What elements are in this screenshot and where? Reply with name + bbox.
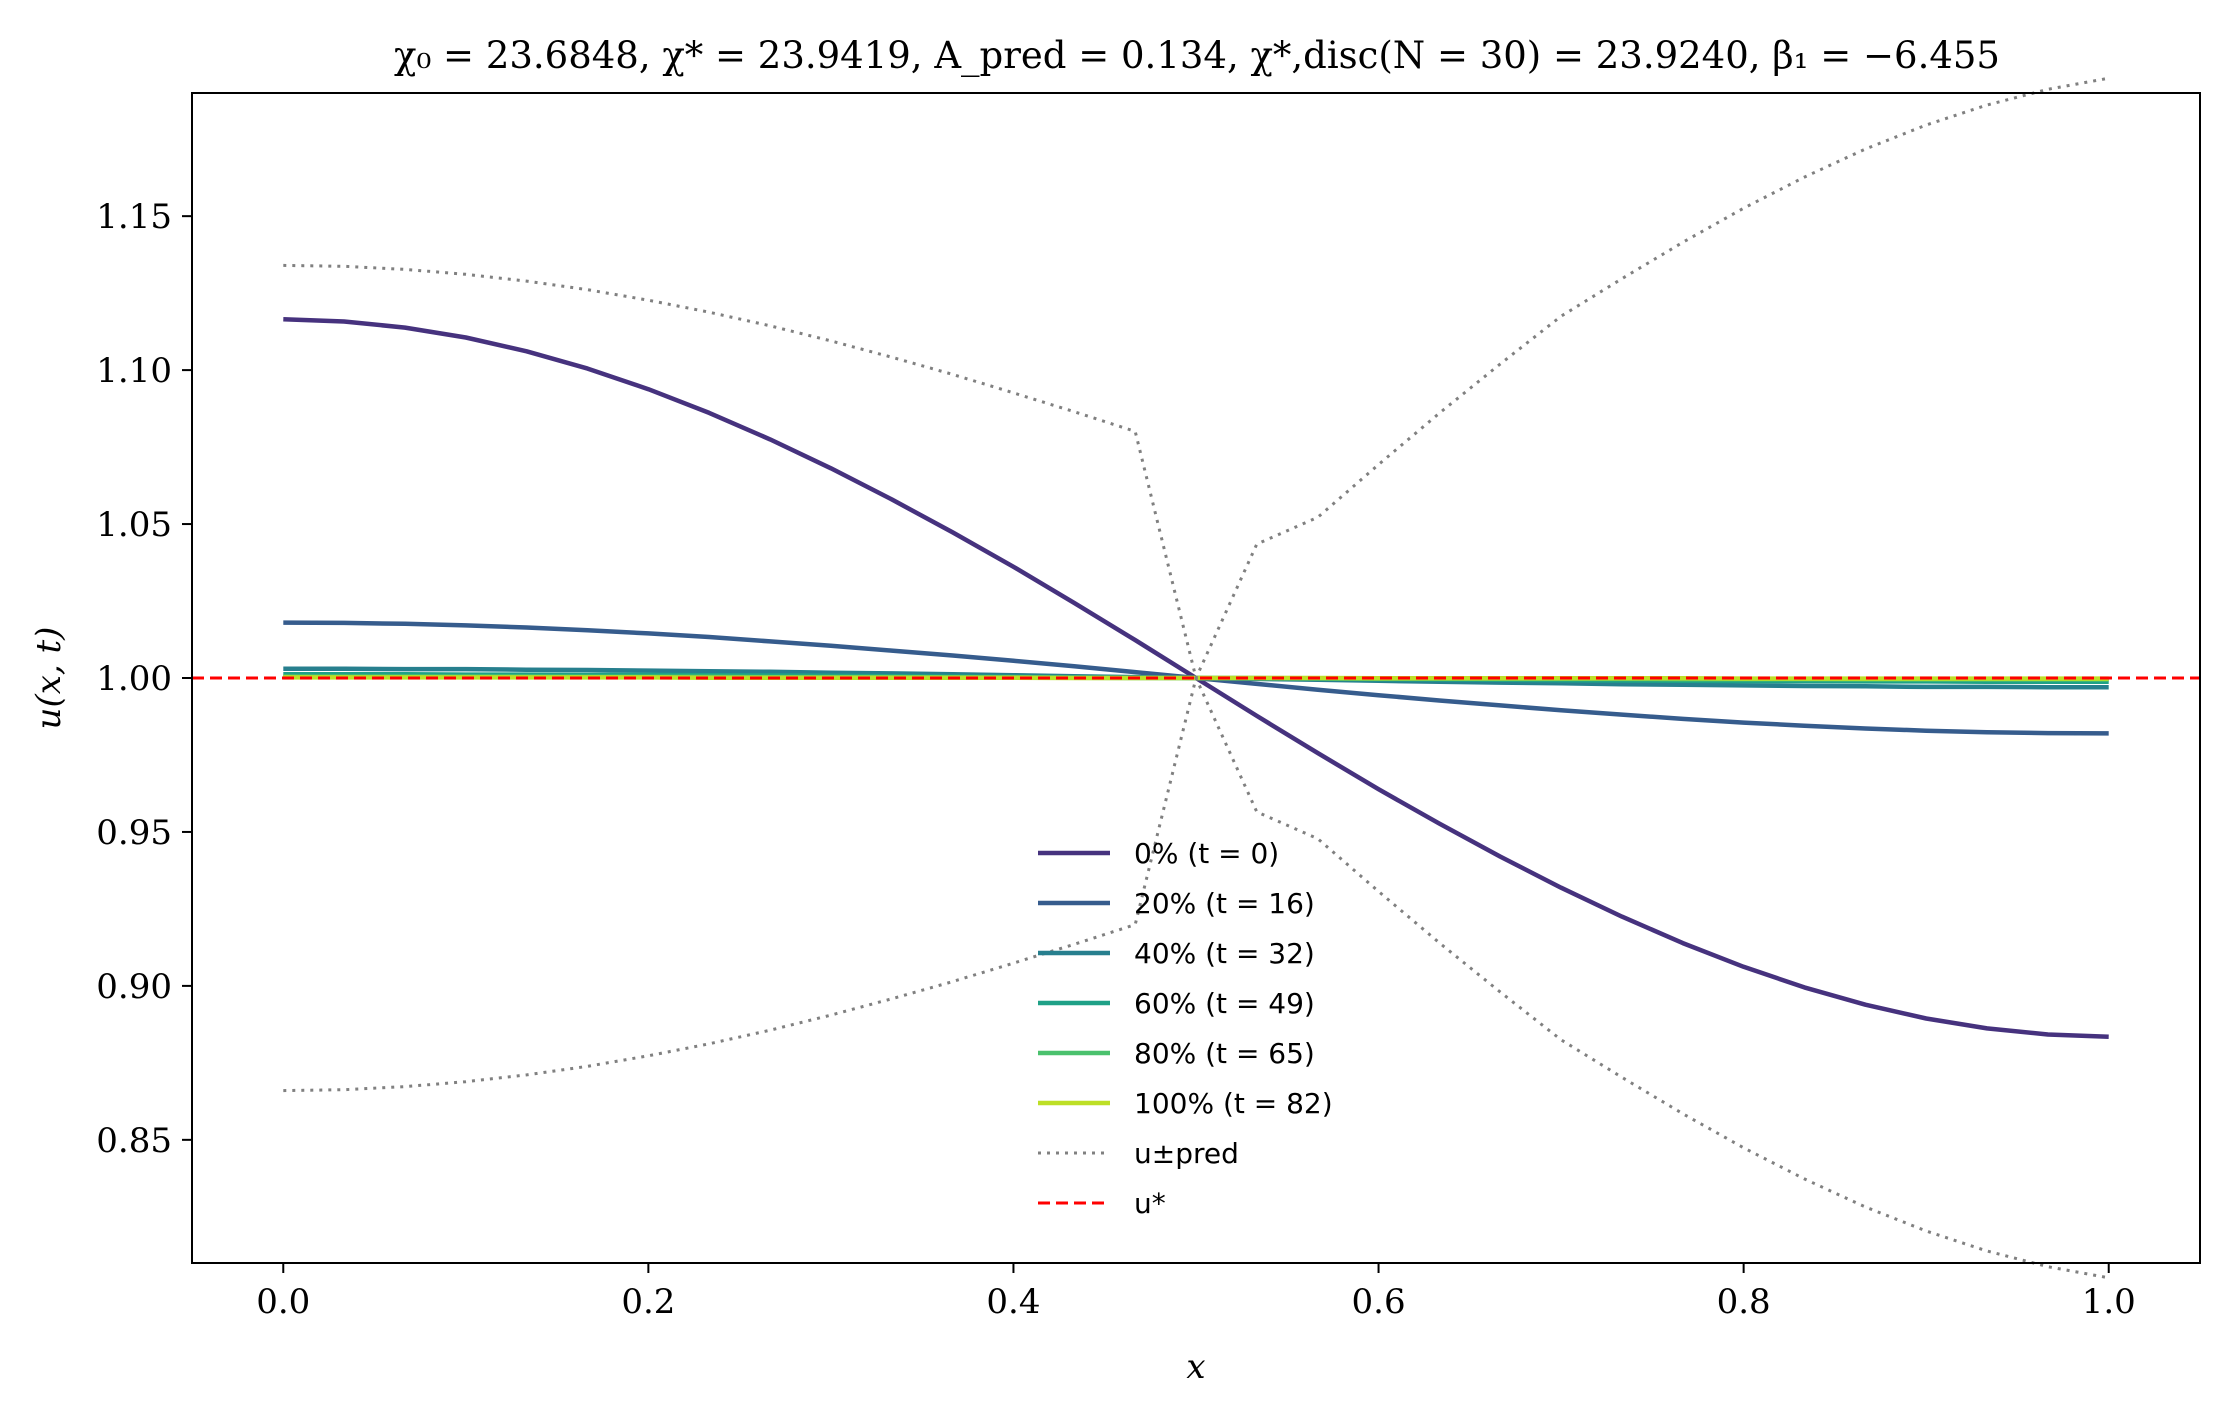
y-tick-label: 0.85 [96, 1121, 172, 1161]
y-tick-label: 1.00 [96, 659, 172, 699]
x-tick-label: 0.0 [256, 1282, 310, 1322]
legend-label: 80% (t = 65) [1134, 1037, 1315, 1070]
x-tick-label: 1.0 [2082, 1282, 2136, 1322]
chart-title: χ₀ = 23.6848, χ* = 23.9419, A_pred = 0.1… [394, 34, 2000, 78]
plot-area [192, 76, 2200, 1280]
legend-label: 60% (t = 49) [1134, 987, 1315, 1020]
y-tick-label: 1.15 [96, 197, 172, 237]
legend-label: u* [1134, 1187, 1166, 1220]
y-axis-label: u(x, t) [29, 627, 69, 730]
y-tick-label: 0.95 [96, 813, 172, 853]
legend-label: u±pred [1134, 1137, 1239, 1170]
y-tick-label: 0.90 [96, 967, 172, 1007]
x-axis-label: x [1186, 1347, 1205, 1387]
x-tick-label: 0.4 [986, 1282, 1040, 1322]
y-axis: 0.85 0.90 0.95 1.00 1.05 1.10 1.15 [96, 197, 192, 1161]
legend: 0% (t = 0) 20% (t = 16) 40% (t = 32) 60% (t… [1038, 837, 1333, 1220]
x-tick-label: 0.6 [1352, 1282, 1406, 1322]
legend-label: 40% (t = 32) [1134, 937, 1315, 970]
legend-label: 100% (t = 82) [1134, 1087, 1333, 1120]
series-line-7 [283, 76, 2109, 1093]
y-tick-label: 1.05 [96, 505, 172, 545]
legend-label: 0% (t = 0) [1134, 837, 1279, 870]
legend-label: 20% (t = 16) [1134, 887, 1315, 920]
x-tick-label: 0.8 [1717, 1282, 1771, 1322]
x-axis: 0.0 0.2 0.4 0.6 0.8 1.0 [256, 1263, 2136, 1322]
y-tick-label: 1.10 [96, 351, 172, 391]
x-tick-label: 0.2 [621, 1282, 675, 1322]
